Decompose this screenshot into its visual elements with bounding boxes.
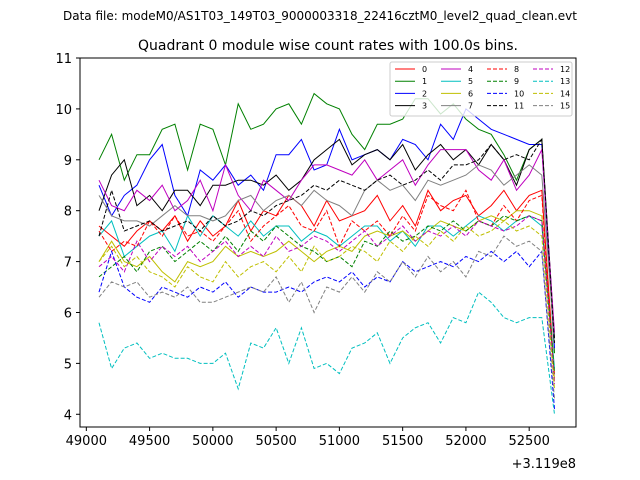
legend-label-15: 15 xyxy=(560,102,570,111)
legend-label-5: 5 xyxy=(468,77,473,86)
series-line-5 xyxy=(98,214,555,369)
series-line-7 xyxy=(98,164,555,344)
y-tick-label: 6 xyxy=(64,306,72,321)
legend-label-12: 12 xyxy=(560,65,570,74)
chart-suptitle: Data file: modeM0/AS1T03_149T03_90000033… xyxy=(63,9,577,23)
axes-frame xyxy=(79,57,577,428)
series-line-11 xyxy=(98,137,555,344)
y-tick-label: 11 xyxy=(55,52,72,67)
legend-label-10: 10 xyxy=(514,89,524,98)
x-tick-label: 51500 xyxy=(382,434,423,449)
y-tick-label: 4 xyxy=(64,408,72,423)
legend-label-2: 2 xyxy=(422,89,427,98)
legend-label-1: 1 xyxy=(422,77,427,86)
series-line-8 xyxy=(98,189,555,384)
legend-label-9: 9 xyxy=(514,77,519,86)
legend-label-4: 4 xyxy=(468,65,473,74)
legend-label-14: 14 xyxy=(560,89,570,98)
series-line-12 xyxy=(98,215,555,384)
legend-label-6: 6 xyxy=(468,89,473,98)
series-line-14 xyxy=(98,220,555,389)
legend-box xyxy=(389,61,573,117)
series-line-4 xyxy=(98,147,555,333)
series-line-13 xyxy=(98,291,555,415)
x-tick-label: 52500 xyxy=(509,434,550,449)
legend-label-0: 0 xyxy=(422,65,427,74)
series-line-15 xyxy=(98,235,555,400)
series-line-9 xyxy=(98,215,555,374)
x-offset-label: +3.119e8 xyxy=(512,457,576,472)
y-tick-label: 8 xyxy=(64,205,72,220)
y-tick-label: 9 xyxy=(64,154,72,169)
legend-label-7: 7 xyxy=(468,102,473,111)
x-tick-label: 50500 xyxy=(255,434,296,449)
legend-label-3: 3 xyxy=(422,102,427,111)
series-layer xyxy=(98,92,555,415)
x-tick-label: 51000 xyxy=(319,434,360,449)
y-tick-label: 7 xyxy=(64,256,72,271)
x-tick-label: 49500 xyxy=(129,434,170,449)
y-tick-label: 10 xyxy=(55,103,72,118)
series-line-10 xyxy=(98,249,555,410)
chart-title: Quadrant 0 module wise count rates with … xyxy=(138,38,518,54)
x-tick-label: 50000 xyxy=(192,434,233,449)
legend-label-8: 8 xyxy=(514,65,519,74)
y-tick-label: 5 xyxy=(64,357,72,372)
x-tick-label: 52000 xyxy=(445,434,486,449)
x-tick-label: 49000 xyxy=(66,434,107,449)
legend-label-13: 13 xyxy=(560,77,570,86)
ticks-layer: 49000 49500 50000 50500 51000 51500 52000 52500… xyxy=(55,52,549,449)
series-line-1 xyxy=(98,92,555,354)
legend-label-11: 11 xyxy=(514,102,524,111)
